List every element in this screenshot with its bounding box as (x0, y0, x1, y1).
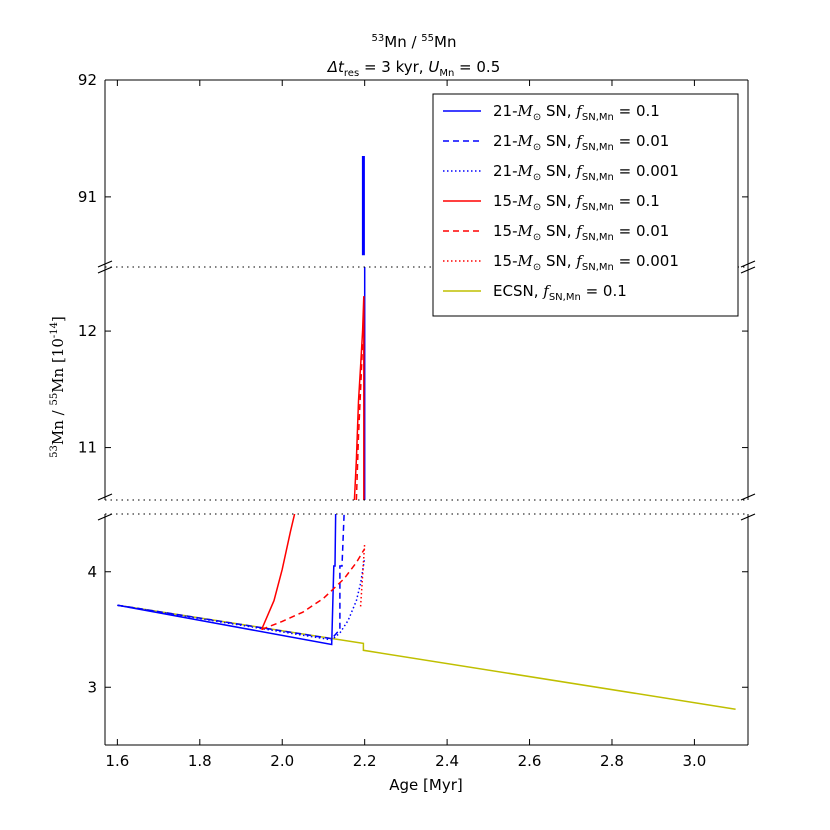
x-tick-label: 2.4 (435, 752, 459, 770)
axes-layer: 91 92 11 12 3 4 1.6 1.8 2.0 2.2 2.4 2.6 2.8 3.0 (78, 71, 756, 770)
panel-frame-bottom (104, 514, 749, 745)
series-15-msun-dashed-middle (355, 342, 364, 500)
x-tick-label: 2.8 (600, 752, 624, 770)
legend-entry-label: 15-M⊙ SN, fSN,Mn = 0.1 (493, 192, 660, 213)
series-ecsn-f-0-1 (117, 604, 736, 710)
x-tick-label: 2.2 (353, 752, 377, 770)
x-tick-label: 2.0 (270, 752, 294, 770)
legend: 21-M⊙ SN, fSN,Mn = 0.1 21-M⊙ SN, fSN,Mn =… (432, 93, 739, 317)
legend-entry-label: 15-M⊙ SN, fSN,Mn = 0.01 (493, 222, 669, 243)
legend-entry-label: 21-M⊙ SN, fSN,Mn = 0.01 (493, 132, 669, 153)
series-15-msun-sn-f-0-001 (359, 542, 366, 607)
series-15-msun-sn-f-0-01 (261, 548, 366, 631)
y-axis-label: 53Mn / 55Mn [10-14] (49, 316, 67, 458)
axis-break-mark (740, 260, 756, 268)
axis-break-mark (740, 266, 756, 274)
legend-entry-label: ECSN, fSN,Mn = 0.1 (493, 282, 627, 303)
legend-entry-label: 15-M⊙ SN, fSN,Mn = 0.001 (493, 252, 679, 273)
axis-break-mark (740, 493, 756, 501)
panel-frame-middle (104, 267, 749, 500)
y-tick-label: 11 (78, 439, 97, 457)
x-axis-label: Age [Myr] (389, 776, 462, 794)
legend-box (432, 93, 739, 317)
axis-break-mark (97, 260, 113, 268)
y-tick-label: 3 (87, 678, 97, 696)
y-tick-label: 92 (78, 71, 97, 89)
axis-break-mark (97, 493, 113, 501)
series-21-msun-sn-f-0-01 (117, 514, 345, 640)
chart-title-line2: Δtres = 3 kyr, UMn = 0.5 (327, 58, 501, 79)
x-tick-label: 3.0 (682, 752, 706, 770)
series-layer (117, 156, 736, 710)
series-21-msun-sn-f-0-001 (117, 557, 366, 641)
x-tick-label: 2.6 (518, 752, 542, 770)
series-21-msun-sn-f-0-1 (117, 514, 337, 646)
legend-entry-label: 21-M⊙ SN, fSN,Mn = 0.001 (493, 162, 679, 183)
axis-break-mark (97, 266, 113, 274)
series-15-msun-rise-middle (353, 296, 365, 500)
chart-title-line1: 53Mn / 55Mn (372, 33, 457, 51)
x-tick-label: 1.6 (105, 752, 129, 770)
y-tick-label: 4 (87, 563, 97, 581)
axis-break-mark (97, 513, 113, 521)
legend-entry-label: 21-M⊙ SN, fSN,Mn = 0.1 (493, 102, 660, 123)
y-tick-label: 12 (78, 322, 97, 340)
axis-break-mark (740, 513, 756, 521)
series-15-msun-sn-f-0-1 (260, 514, 296, 630)
x-tick-label: 1.8 (188, 752, 212, 770)
panel-frame-top (104, 80, 749, 267)
y-tick-label: 91 (78, 188, 97, 206)
